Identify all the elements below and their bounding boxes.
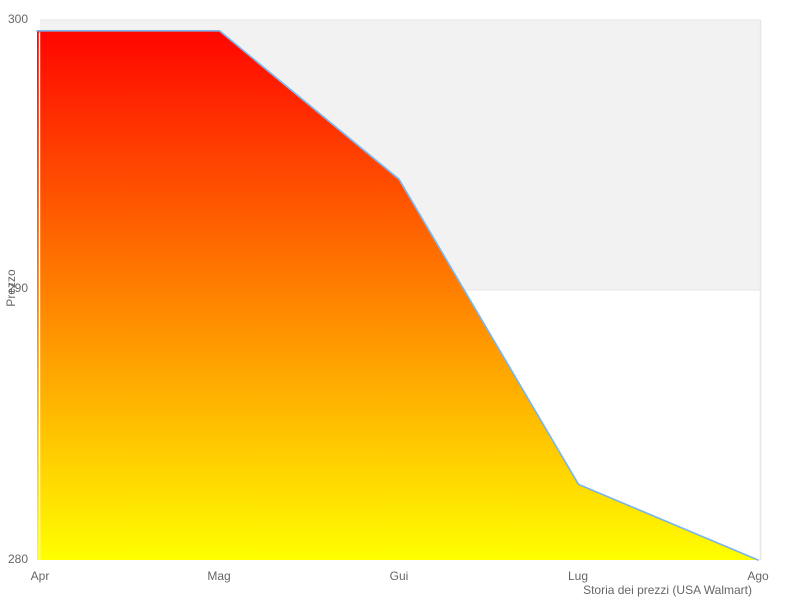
y-axis-title: Prezzo [4, 269, 18, 307]
y-axis-tick-300: 300 [7, 12, 28, 26]
y-axis-tick-280: 280 [7, 552, 28, 566]
x-axis-tick-ago: Ago [747, 569, 769, 583]
x-axis-tick-gui: Gui [389, 569, 409, 583]
x-axis-tick-mag: Mag [207, 569, 231, 583]
y-axis-tick-290: 290 [7, 281, 28, 295]
price-area-fill [37, 30, 758, 561]
x-axis-tick-apr: Apr [30, 569, 50, 583]
x-axis-tick-lug: Lug [567, 569, 589, 583]
price-line [36, 29, 759, 561]
x-axis-title: Storia dei prezzi (USA Walmart) [583, 583, 752, 597]
